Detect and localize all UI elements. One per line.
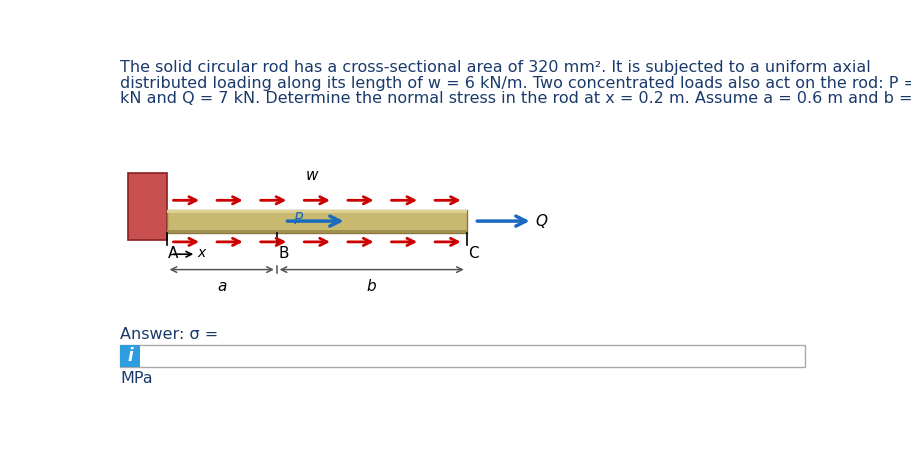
Text: A: A [168,246,179,261]
Bar [167,210,466,212]
Text: i: i [128,347,133,365]
Text: MPa: MPa [120,371,153,386]
Text: b: b [366,279,376,294]
Bar [120,345,140,367]
Bar [167,210,466,233]
Text: distributed loading along its length of w = 6 kN/m. Two concentrated loads also : distributed loading along its length of … [120,76,911,90]
Text: w: w [305,168,318,183]
Bar [167,230,466,233]
Bar [128,173,167,240]
Text: Answer: σ =: Answer: σ = [120,327,219,342]
Text: kN and Q = 7 kN. Determine the normal stress in the rod at x = 0.2 m. Assume a =: kN and Q = 7 kN. Determine the normal st… [120,91,911,106]
Bar [120,345,804,367]
Text: B: B [278,246,289,261]
Text: Q: Q [535,214,547,229]
Text: a: a [217,279,226,294]
Text: x: x [198,247,206,261]
Text: C: C [467,246,478,261]
Text: P: P [293,212,302,227]
Text: The solid circular rod has a cross-sectional area of 320 mm². It is subjected to: The solid circular rod has a cross-secti… [120,60,870,75]
